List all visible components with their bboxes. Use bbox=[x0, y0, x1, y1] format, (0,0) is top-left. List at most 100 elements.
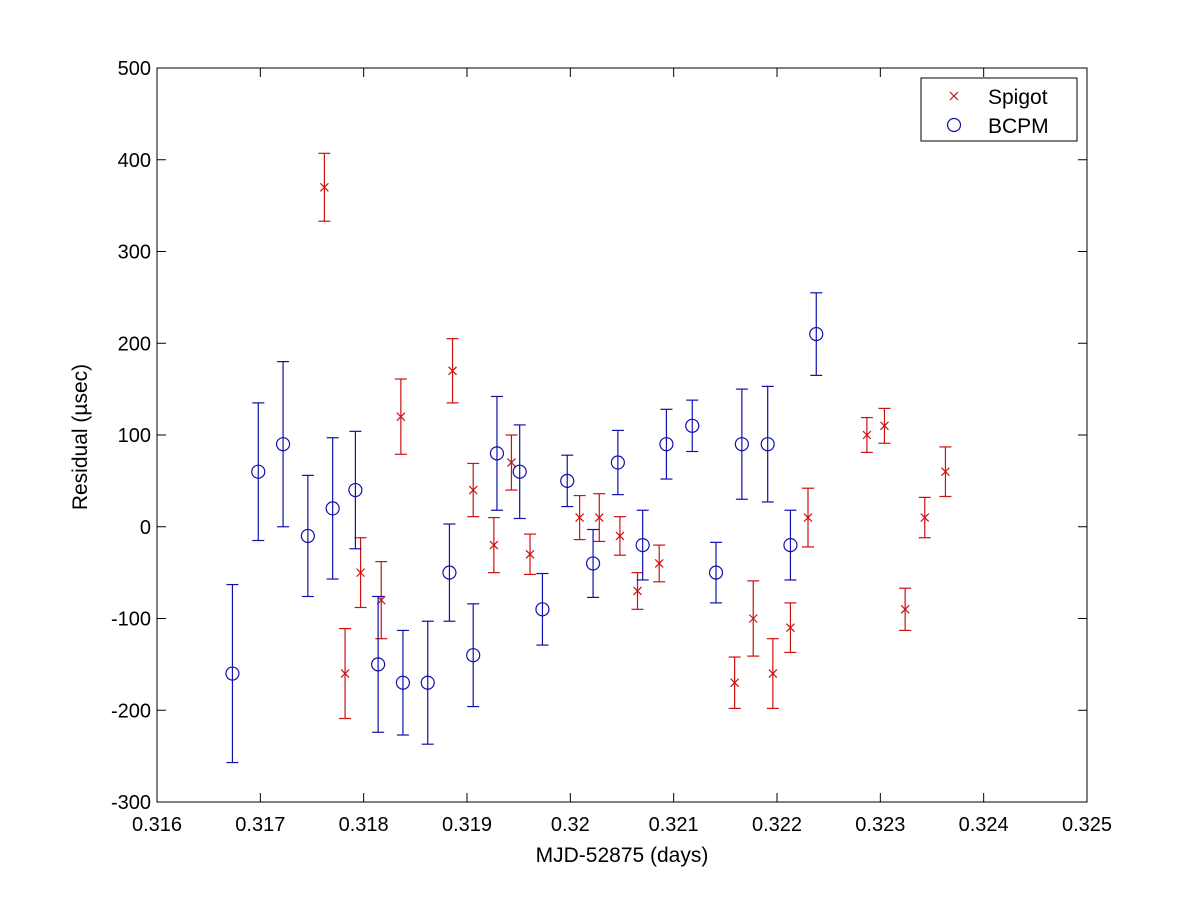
x-tick-label: 0.318 bbox=[339, 814, 389, 836]
data-point bbox=[395, 629, 411, 736]
data-point bbox=[354, 537, 367, 609]
data-point bbox=[760, 385, 775, 503]
data-point bbox=[610, 429, 625, 496]
data-point bbox=[573, 494, 586, 541]
circle-marker bbox=[420, 675, 435, 690]
y-tick-label: -200 bbox=[111, 700, 151, 722]
data-point bbox=[512, 424, 527, 520]
data-point bbox=[275, 361, 291, 528]
x-marker bbox=[803, 513, 813, 522]
x-marker bbox=[340, 669, 350, 678]
x-tick-label: 0.317 bbox=[235, 814, 285, 836]
data-point bbox=[784, 602, 797, 654]
x-marker bbox=[654, 559, 664, 568]
x-axis-label: MJD-52875 (days) bbox=[536, 844, 709, 867]
plot-area-frame bbox=[156, 67, 1088, 803]
y-tick-label: -100 bbox=[111, 609, 151, 631]
x-tick-label: 0.322 bbox=[752, 814, 802, 836]
circle-marker bbox=[225, 666, 240, 681]
x-marker bbox=[748, 614, 758, 623]
data-point bbox=[420, 620, 435, 745]
data-point bbox=[446, 338, 459, 404]
x-marker bbox=[768, 669, 778, 678]
data-point bbox=[524, 533, 537, 576]
data-point bbox=[325, 437, 340, 580]
circle-marker bbox=[251, 464, 266, 479]
legend-label-spigot: Spigot bbox=[988, 86, 1048, 109]
data-point bbox=[535, 572, 550, 646]
x-tick-label: 0.324 bbox=[959, 814, 1009, 836]
x-marker bbox=[575, 513, 585, 522]
data-point bbox=[878, 407, 891, 444]
circle-marker bbox=[348, 482, 363, 498]
x-tick-label: 0.32 bbox=[551, 814, 590, 836]
x-marker bbox=[448, 366, 457, 376]
circle-marker bbox=[635, 537, 650, 553]
data-point bbox=[631, 572, 644, 610]
data-point bbox=[467, 462, 480, 518]
circle-marker bbox=[585, 556, 601, 571]
x-marker bbox=[900, 604, 910, 614]
x-marker bbox=[356, 568, 365, 578]
x-marker bbox=[396, 412, 406, 422]
circle-marker bbox=[395, 675, 411, 690]
data-point bbox=[560, 454, 575, 508]
legend: Spigot BCPM bbox=[920, 77, 1078, 142]
data-point bbox=[708, 541, 724, 604]
x-tick-label: 0.321 bbox=[649, 814, 699, 836]
circle-marker bbox=[708, 565, 724, 580]
data-point bbox=[348, 430, 363, 550]
data-point bbox=[394, 378, 407, 455]
x-marker bbox=[507, 458, 516, 467]
y-axis-label: Residual (µsec) bbox=[69, 364, 92, 510]
y-tick-label: 200 bbox=[118, 333, 151, 355]
legend-circle-marker bbox=[946, 117, 962, 133]
data-point bbox=[659, 408, 674, 480]
data-point bbox=[339, 627, 352, 720]
legend-marker-bcpm bbox=[946, 117, 962, 133]
x-marker bbox=[920, 513, 930, 522]
x-tick-label: 0.319 bbox=[442, 814, 492, 836]
data-point bbox=[505, 434, 518, 491]
x-marker bbox=[525, 549, 535, 559]
data-point bbox=[251, 402, 266, 542]
circle-marker bbox=[760, 437, 775, 452]
data-point bbox=[939, 446, 952, 498]
data-point bbox=[225, 583, 240, 764]
data-point bbox=[487, 516, 500, 574]
x-marker bbox=[862, 430, 872, 440]
circle-marker bbox=[685, 418, 700, 433]
axis-ticks bbox=[156, 67, 1088, 803]
data-point bbox=[442, 523, 457, 622]
series-bcpm bbox=[225, 292, 824, 764]
x-tick-label: 0.323 bbox=[855, 814, 905, 836]
x-marker bbox=[786, 623, 795, 633]
data-point bbox=[585, 528, 601, 598]
circle-marker bbox=[325, 501, 340, 516]
x-marker bbox=[489, 540, 499, 550]
x-marker bbox=[633, 586, 642, 596]
data-point bbox=[783, 509, 798, 581]
circle-marker bbox=[560, 473, 575, 488]
circle-marker bbox=[466, 648, 481, 663]
data-point bbox=[635, 509, 650, 581]
x-marker bbox=[730, 678, 740, 688]
circle-marker bbox=[300, 528, 315, 544]
data-point bbox=[766, 638, 779, 710]
x-tick-label: 0.325 bbox=[1062, 814, 1112, 836]
x-tick-label: 0.316 bbox=[132, 814, 182, 836]
circle-marker bbox=[610, 455, 625, 470]
y-tick-label: 500 bbox=[118, 58, 151, 80]
circle-marker bbox=[371, 657, 386, 672]
data-point bbox=[860, 416, 873, 454]
data-point bbox=[734, 388, 749, 500]
x-marker bbox=[941, 467, 950, 477]
circle-marker bbox=[489, 446, 505, 461]
circle-marker bbox=[535, 602, 550, 617]
circle-marker bbox=[734, 437, 749, 452]
y-tick-label: 0 bbox=[140, 517, 151, 539]
data-point bbox=[613, 516, 626, 556]
data-point bbox=[728, 656, 741, 710]
legend-x-marker bbox=[949, 91, 959, 101]
x-marker bbox=[615, 531, 625, 541]
